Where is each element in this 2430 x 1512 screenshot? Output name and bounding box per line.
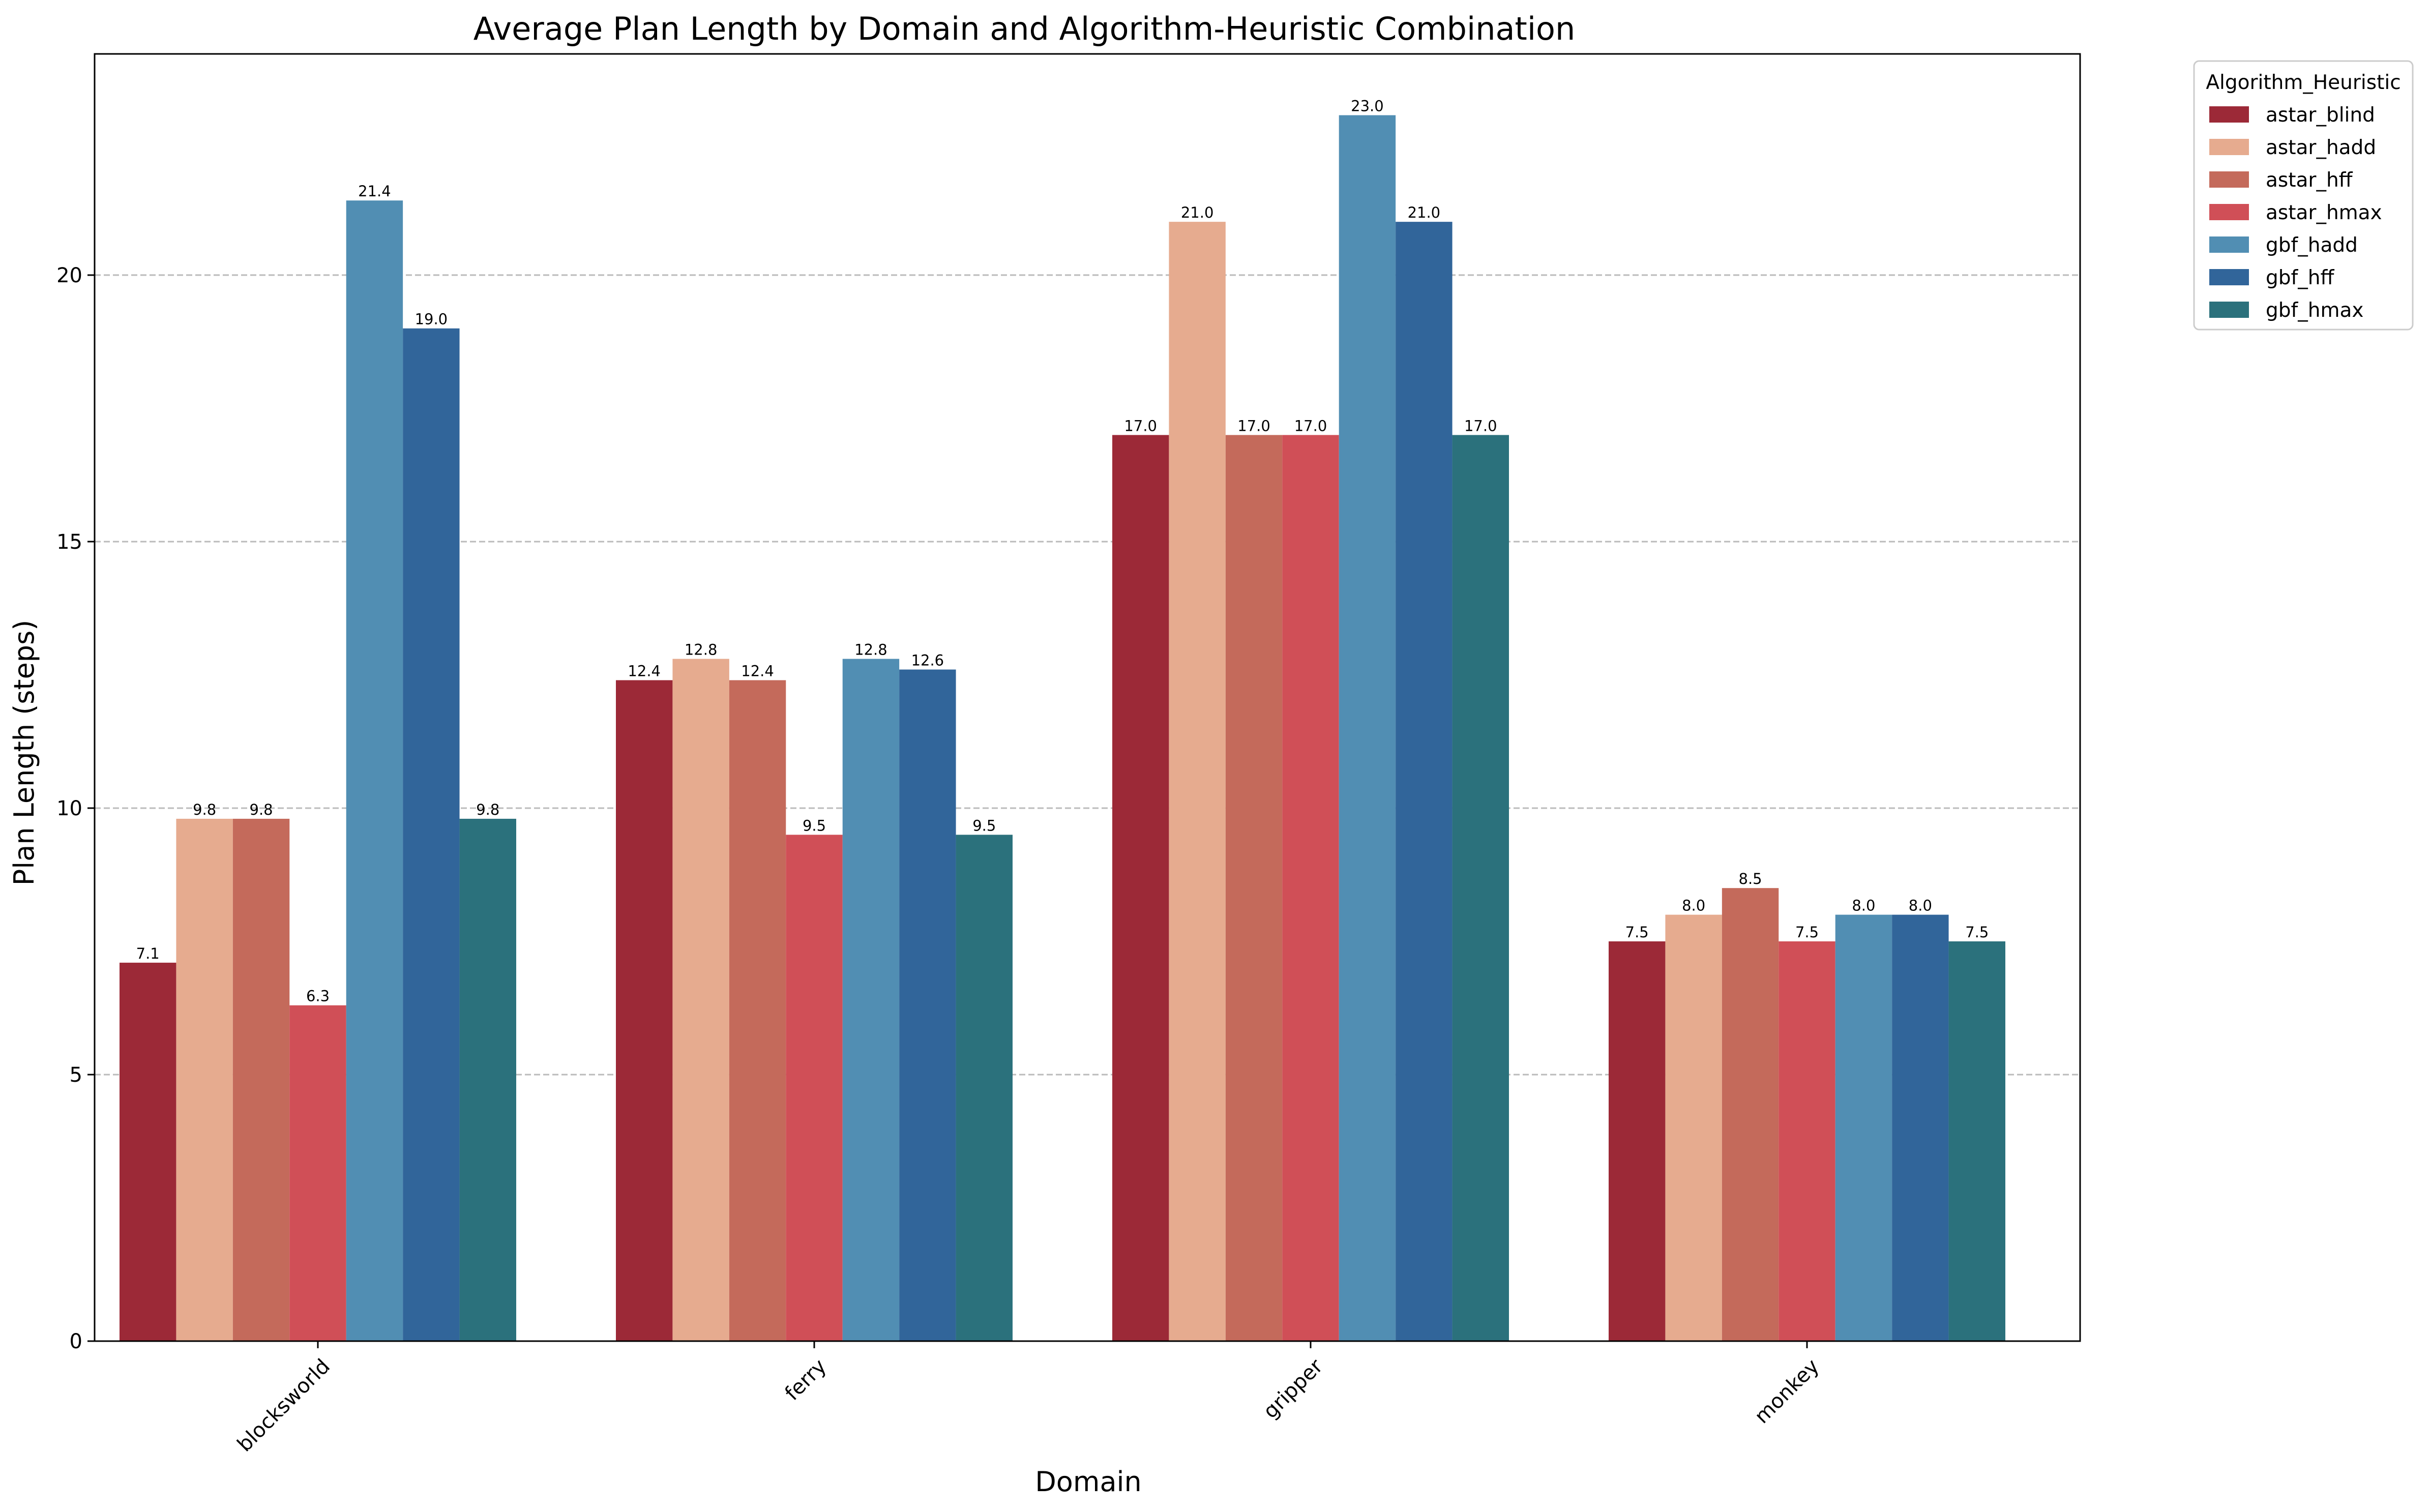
legend-item-label: astar_hadd [2266,136,2376,159]
legend-swatch [2209,106,2249,123]
bar [403,328,460,1341]
x-axis-ticks: blocksworld ferry gripper monkey [233,1341,1824,1457]
bar-value-label: 17.0 [1464,417,1497,434]
y-axis-label: Plan Length (steps) [8,620,40,886]
bar-value-label: 21.0 [1181,204,1214,221]
legend-frame [2193,60,2414,331]
bar [1169,222,1226,1342]
bars-group [120,115,2005,1342]
legend-item-label: gbf_hmax [2266,299,2363,322]
legend-item-label: gbf_hff [2266,266,2334,289]
bar [1665,914,1722,1341]
y-axis-ticks: 0 5 10 15 20 [56,264,95,1353]
x-tick-label: blocksworld [233,1355,335,1457]
bar-value-label: 7.5 [1795,924,1819,941]
plot-frame [94,53,2081,1342]
bar [1722,888,1779,1341]
y-tick-label: 5 [70,1063,82,1087]
bar [176,818,233,1341]
bar [1948,941,2005,1341]
bar [1112,435,1169,1341]
bar [786,835,843,1341]
bar-labels-group: 7.1 9.8 9.8 6.3 21.4 19.0 9.8 12.4 12.8 12.4 9.5 12… [136,98,1989,1005]
bar [1609,941,1666,1341]
bar-value-label: 17.0 [1237,417,1270,434]
bar [1339,115,1396,1341]
bar [346,200,403,1342]
legend-swatch [2209,236,2249,253]
legend-swatch [2209,204,2249,220]
bar [1835,914,1892,1341]
x-axis-label: Domain [1035,1466,1142,1498]
legend-item-label: astar_hmax [2266,201,2382,224]
bar-value-label: 8.0 [1682,897,1705,914]
bar [1892,914,1949,1341]
bar-value-label: 8.0 [1909,897,1932,914]
y-tick-label: 20 [56,264,82,287]
bar [616,680,673,1341]
x-tick-label: ferry [781,1355,831,1405]
bar-value-label: 12.4 [741,662,774,679]
legend-item-label: gbf_hadd [2266,234,2358,257]
x-tick-label: gripper [1259,1354,1327,1423]
bar [289,1005,346,1341]
legend-item-label: astar_blind [2266,104,2375,127]
bar [232,818,290,1341]
bar [672,659,729,1341]
bar-value-label: 7.5 [1965,924,1989,941]
bar-value-label: 9.5 [803,817,826,834]
legend-item-label: astar_hff [2266,169,2353,192]
bar-value-label: 7.1 [136,945,160,962]
bar [120,962,176,1341]
legend-swatch [2209,269,2249,285]
legend-swatch [2209,139,2249,155]
y-tick-label: 10 [56,797,82,820]
legend-swatch [2209,302,2249,318]
bar [956,835,1013,1341]
bar-value-label: 8.0 [1852,897,1875,914]
bar-value-label: 9.8 [250,801,273,818]
bar-value-label: 17.0 [1124,417,1157,434]
bar [729,680,786,1341]
bar [1282,435,1339,1341]
bar-value-label: 6.3 [306,988,330,1005]
bar-value-label: 9.8 [476,801,499,818]
bar-value-label: 7.5 [1625,924,1649,941]
bar-value-label: 9.5 [972,817,996,834]
bar [1452,435,1509,1341]
bar-value-label: 23.0 [1351,98,1384,115]
chart-title: Average Plan Length by Domain and Algori… [473,10,1576,47]
bar-value-label: 21.4 [358,183,391,200]
legend-swatch [2209,171,2249,188]
bar-value-label: 17.0 [1294,417,1327,434]
legend-items: astar_blind astar_hadd astar_hff astar_hmax… [2209,104,2382,322]
bar-value-label: 12.8 [685,641,718,659]
bar-value-label: 19.0 [415,311,448,328]
bar-value-label: 12.8 [854,641,887,659]
bar [842,659,900,1341]
legend: Algorithm_Heuristic astar_blind astar_had… [2193,60,2414,331]
bar-value-label: 12.6 [911,651,944,669]
bar [1225,435,1283,1341]
bar-value-label: 9.8 [193,801,216,818]
bar-value-label: 12.4 [628,662,661,679]
legend-title: Algorithm_Heuristic [2206,71,2401,94]
bar-value-label: 21.0 [1408,204,1441,221]
bar-value-label: 8.5 [1739,870,1762,887]
bar [1396,222,1453,1342]
bar [899,669,956,1341]
y-tick-label: 15 [56,530,82,554]
x-tick-label: monkey [1750,1355,1824,1429]
y-tick-label: 0 [70,1330,82,1353]
bar [1779,941,1835,1341]
bar [459,818,516,1341]
